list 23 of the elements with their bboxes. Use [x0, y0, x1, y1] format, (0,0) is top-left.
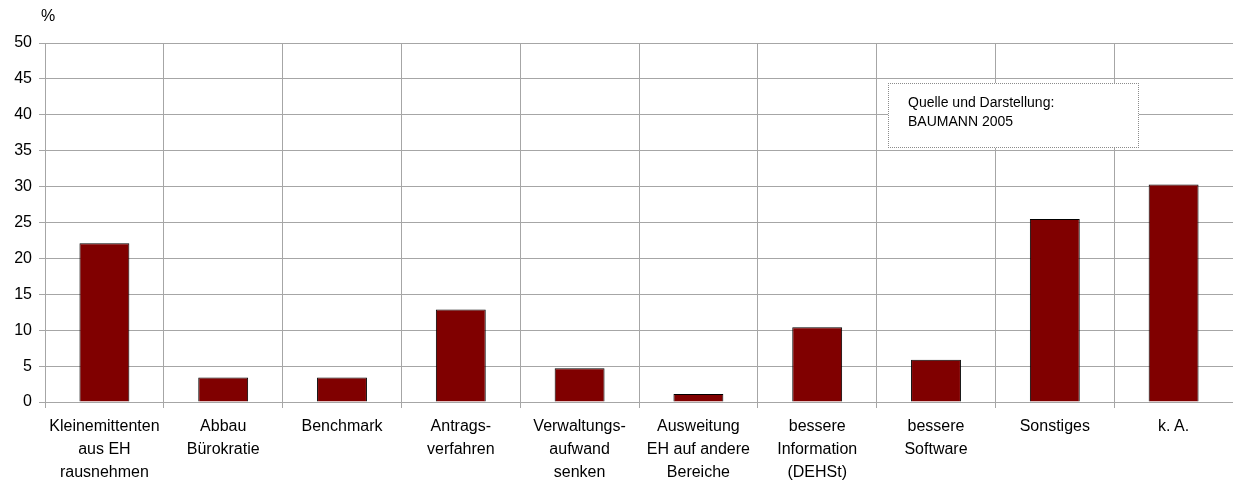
x-tick-label: Verwaltungs- aufwand senken [533, 417, 626, 481]
x-tick-label: Antrags- verfahren [427, 417, 495, 458]
y-tick-label: 30 [14, 177, 33, 195]
y-tick-label: 15 [14, 284, 33, 302]
x-tick-label: k. A. [1158, 417, 1190, 435]
y-tick-label: 0 [23, 392, 33, 410]
y-tick-label: 40 [14, 105, 33, 123]
x-tick-label: Sonstiges [1019, 417, 1090, 435]
y-tick-label: 25 [14, 212, 33, 230]
y-tick-label: 5 [23, 356, 33, 374]
y-tick-label: 50 [14, 33, 33, 51]
y-axis-title: % [41, 7, 56, 25]
x-tick-label: Kleinemittenten aus EH rausnehmen [49, 417, 160, 481]
annotation: Quelle und Darstellung: BAUMANN 2005 [908, 93, 1055, 132]
y-tick-label: 20 [14, 248, 33, 266]
x-tick-label: Abbau Bürokratie [186, 417, 260, 458]
x-tick-label: Benchmark [301, 417, 384, 435]
x-tick-label: bessere Information (DEHSt) [777, 417, 858, 481]
y-tick-label: 10 [14, 320, 33, 338]
x-tick-label: bessere Software [904, 417, 968, 458]
x-tick-label: Ausweitung EH auf andere Bereiche [646, 417, 751, 481]
y-tick-label: 45 [14, 69, 33, 87]
y-tick-label: 35 [14, 141, 33, 159]
